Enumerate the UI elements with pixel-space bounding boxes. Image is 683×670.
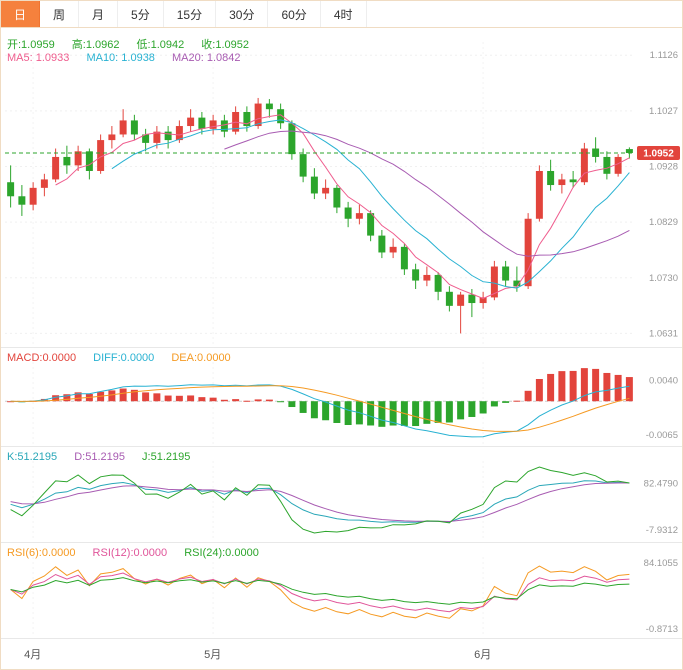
diff-value: DIFF:0.0000: [93, 352, 155, 364]
macd-value: MACD:0.0000: [7, 352, 77, 364]
month-label: 5月: [204, 649, 222, 661]
low-value: 低:1.0942: [136, 39, 185, 51]
svg-text:-0.0065: -0.0065: [646, 430, 678, 441]
dea-value: DEA:0.0000: [171, 352, 231, 364]
high-value: 高:1.0962: [71, 39, 120, 51]
svg-text:1.0829: 1.0829: [649, 217, 678, 228]
tab-30min[interactable]: 30分: [216, 1, 269, 27]
open-value: 开:1.0959: [7, 39, 55, 51]
timeframe-tabbar: 日 周 月 5分 15分 30分 60分 4时: [1, 1, 682, 28]
price-chart-panel[interactable]: 1.1126 1.1027 1.0928 1.0829 1.0730 1.0631 1.09…: [1, 28, 682, 347]
svg-text:1.1126: 1.1126: [650, 50, 678, 61]
rsi12-value: RSI(12):0.0000: [92, 547, 168, 559]
svg-text:-7.9312: -7.9312: [646, 525, 678, 536]
tab-4hour[interactable]: 4时: [321, 1, 367, 27]
tab-day[interactable]: 日: [1, 1, 41, 27]
tab-month[interactable]: 月: [79, 1, 119, 27]
last-price-badge: [637, 146, 680, 161]
tab-week[interactable]: 周: [40, 1, 80, 27]
month-label: 6月: [474, 649, 492, 661]
ma10-value: MA10: 1.0938: [86, 52, 155, 64]
rsi6-value: RSI(6):0.0000: [7, 547, 76, 559]
tab-15min[interactable]: 15分: [164, 1, 217, 27]
price-chart-canvas[interactable]: 1.1126 1.1027 1.0928 1.0829 1.0730 1.0631 1.09…: [1, 28, 682, 347]
macd-readout: MACD:0.0000 DIFF:0.0000 DEA:0.0000: [7, 352, 245, 364]
svg-text:1.0928: 1.0928: [649, 161, 678, 172]
svg-text:1.1027: 1.1027: [649, 106, 678, 117]
rsi-readout: RSI(6):0.0000 RSI(12):0.0000 RSI(24):0.0…: [7, 547, 273, 559]
rsi-canvas[interactable]: 84.1055 -0.8713: [1, 543, 682, 638]
rsi24-value: RSI(24):0.0000: [184, 547, 259, 559]
svg-text:1.0730: 1.0730: [649, 273, 678, 284]
svg-text:82.4790: 82.4790: [644, 479, 678, 490]
j-value: J:51.2195: [142, 451, 191, 463]
macd-canvas[interactable]: 0.0040 -0.0065: [1, 348, 682, 446]
ma20-value: MA20: 1.0842: [172, 52, 241, 64]
k-value: K:51.2195: [7, 451, 58, 463]
ma-readout: MA5: 1.0933 MA10: 1.0938 MA20: 1.0842: [7, 52, 255, 64]
kdj-readout: K:51.2195 D:51.2195 J:51.2195: [7, 451, 204, 463]
kdj-panel[interactable]: 82.4790 -7.9312 K:51.2195 D:51.2195 J:51.…: [1, 446, 682, 542]
macd-panel[interactable]: 0.0040 -0.0065 MACD:0.0000 DIFF:0.0000 DE…: [1, 347, 682, 446]
svg-text:1.0952: 1.0952: [643, 149, 674, 160]
d-value: D:51.2195: [74, 451, 125, 463]
tab-60min[interactable]: 60分: [268, 1, 321, 27]
svg-text:1.0631: 1.0631: [649, 328, 678, 339]
ohlc-readout: 开:1.0959 高:1.0962 低:1.0942 收:1.0952: [7, 36, 263, 52]
kdj-canvas[interactable]: 82.4790 -7.9312: [1, 447, 682, 542]
ma5-value: MA5: 1.0933: [7, 52, 70, 64]
svg-text:-0.8713: -0.8713: [646, 624, 678, 635]
rsi-panel[interactable]: 84.1055 -0.8713 RSI(6):0.0000 RSI(12):0.0…: [1, 542, 682, 638]
close-value: 收:1.0952: [201, 39, 249, 51]
month-label: 4月: [24, 649, 42, 661]
svg-text:0.0040: 0.0040: [649, 375, 678, 386]
tab-5min[interactable]: 5分: [118, 1, 164, 27]
svg-text:84.1055: 84.1055: [644, 558, 678, 569]
time-axis: 4月 5月 6月: [1, 638, 682, 669]
